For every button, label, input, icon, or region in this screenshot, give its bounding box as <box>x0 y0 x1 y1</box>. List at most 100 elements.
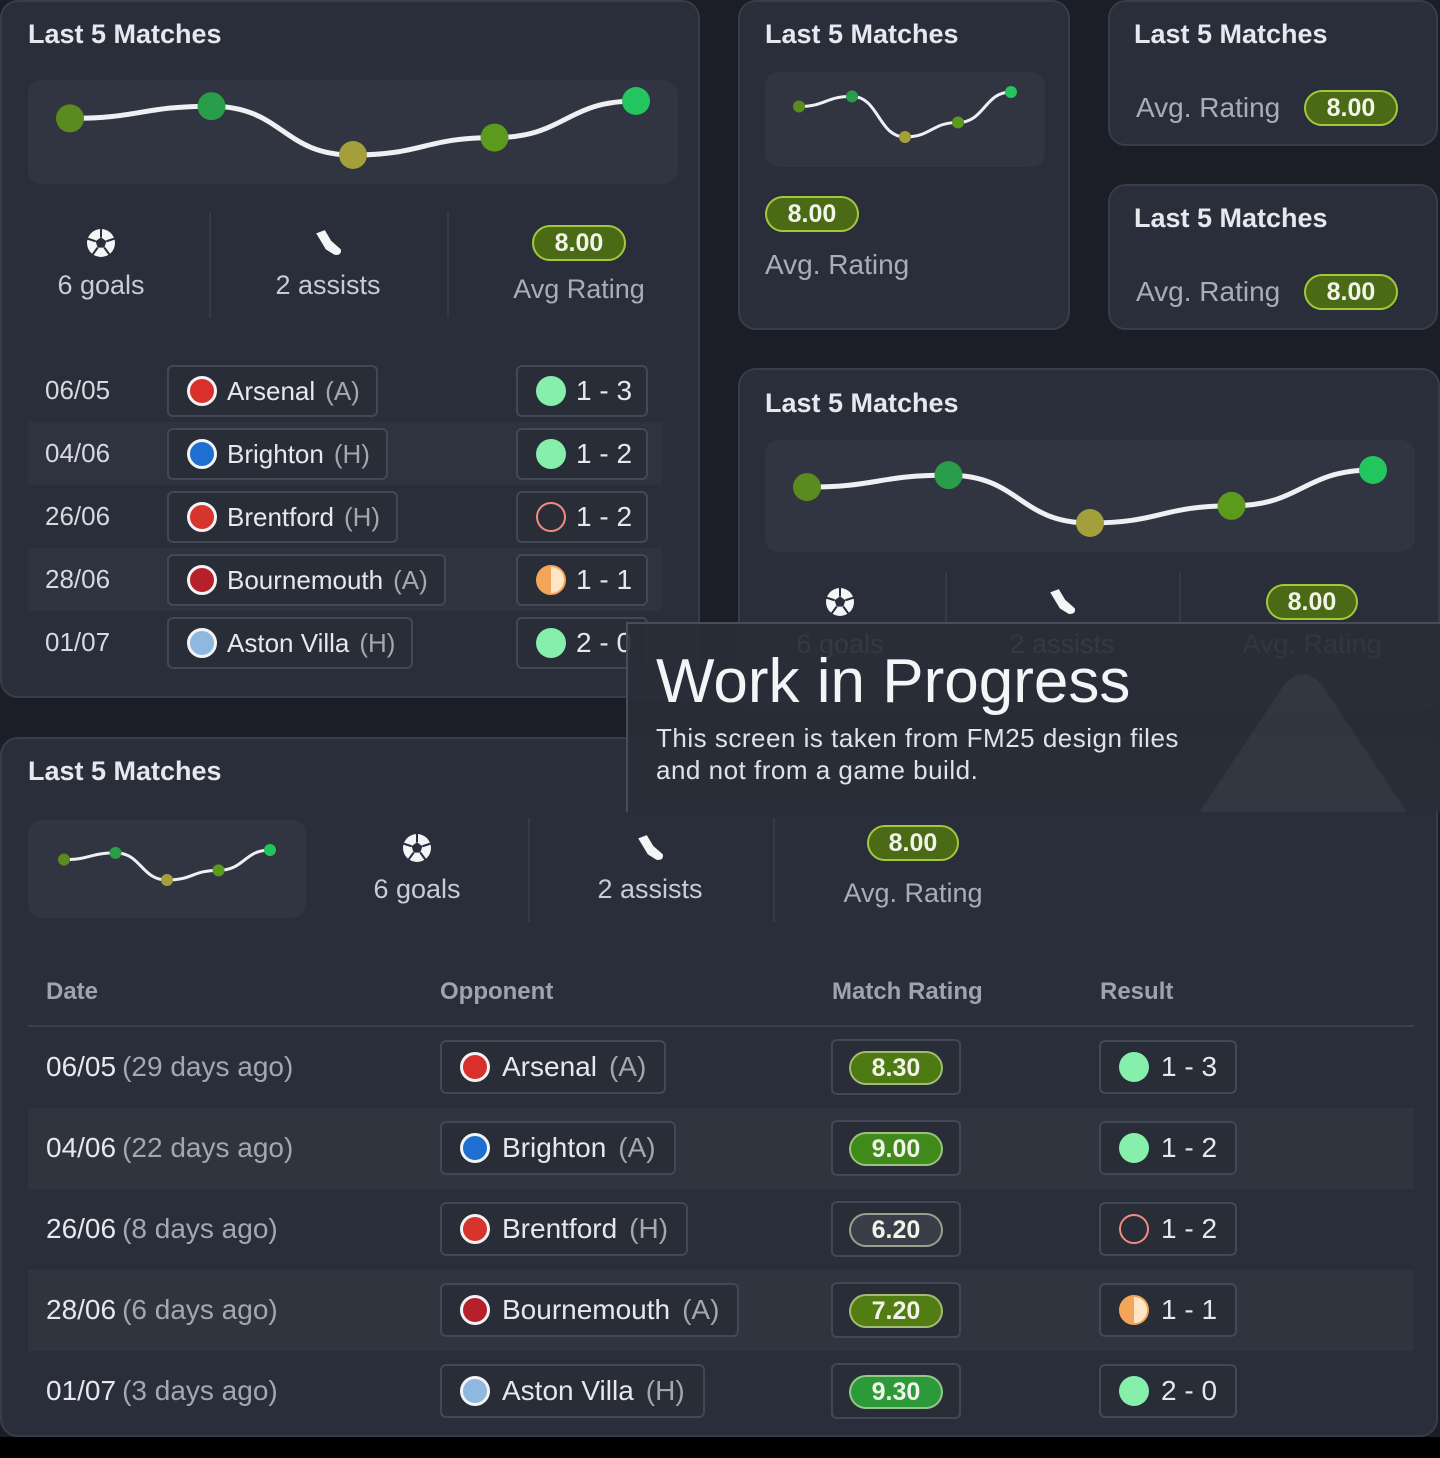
days-ago: (8 days ago) <box>122 1213 278 1244</box>
ball-patch <box>95 237 107 248</box>
sparkline-dot <box>212 864 225 877</box>
score: 1 - 1 <box>1161 1294 1218 1325</box>
sparkline-dot <box>264 844 276 856</box>
venue: (H) <box>343 501 381 532</box>
rating-pill: 8.00 <box>765 196 859 232</box>
sparkline-dot <box>1217 491 1246 520</box>
opponent-name: Arsenal <box>227 375 316 406</box>
sparkline-dot <box>793 473 821 502</box>
opponent-name: Bournemouth <box>502 1294 671 1325</box>
goals-stat: 6 goals <box>57 270 145 301</box>
avg-rating-label: Avg. Rating <box>1136 91 1281 123</box>
sparkline-box <box>28 820 306 918</box>
ball-seam <box>103 247 111 256</box>
sparkline-dot <box>846 90 858 103</box>
panel-title: Last 5 Matches <box>765 388 959 419</box>
ball-patch <box>411 842 423 853</box>
sparkline <box>56 87 650 169</box>
assists-stat: 2 assists <box>275 270 381 301</box>
ball-seam <box>825 596 835 602</box>
result-chip: 1 - 2 <box>516 491 648 543</box>
result-icon <box>1119 1295 1149 1325</box>
result-chip: 1 - 3 <box>516 365 648 417</box>
days-ago: (29 days ago) <box>122 1051 294 1082</box>
sparkline-line <box>797 90 1013 139</box>
sparkline-dot <box>622 87 650 115</box>
result-icon <box>536 376 566 406</box>
result-icon <box>536 565 566 595</box>
ball-seam <box>830 606 838 615</box>
result-chip: 1 - 3 <box>1099 1040 1238 1094</box>
assists-icon <box>1050 589 1075 614</box>
sparkline-dot <box>1005 86 1017 98</box>
panel-title: Last 5 Matches <box>28 19 222 50</box>
avg-rating-label: Avg. Rating <box>765 248 910 280</box>
score: 2 - 0 <box>1161 1375 1218 1406</box>
result-icon <box>1119 1133 1149 1163</box>
score: 1 - 2 <box>1161 1132 1218 1163</box>
ball-seam <box>845 596 855 602</box>
rating-pill: 8.00 <box>1304 274 1398 310</box>
date-cell: 28/06 (6 days ago) <box>46 1292 278 1328</box>
match-date: 28/06 <box>46 1294 117 1325</box>
result-icon <box>1119 1376 1149 1406</box>
date-cell: 01/07 (3 days ago) <box>46 1373 278 1409</box>
wip-notice: Work in Progress This screen is taken fro… <box>626 622 1440 812</box>
venue: (A) <box>608 1051 647 1082</box>
boot <box>316 230 341 255</box>
venue: (A) <box>682 1294 720 1325</box>
ball-seam <box>402 842 412 848</box>
sparkline-dot <box>1076 509 1104 537</box>
result-icon <box>1119 1214 1149 1244</box>
result-icon <box>536 502 566 532</box>
sparkline-dot <box>793 100 805 113</box>
divider <box>1179 572 1181 660</box>
divider <box>447 212 449 318</box>
rating-pill: 7.20 <box>849 1294 943 1328</box>
club-crest <box>187 439 217 469</box>
notice-title: Work in Progress <box>656 647 1131 716</box>
opponent-chip: Brentford (H) <box>440 1202 689 1256</box>
result-icon <box>536 628 566 658</box>
score: 1 - 2 <box>576 501 633 532</box>
rating-pill: 8.00 <box>1304 90 1398 126</box>
opponent-chip: Brentford (H) <box>167 491 399 543</box>
venue: (H) <box>333 438 370 469</box>
sparkline-dot <box>109 846 122 859</box>
ball-seam <box>407 852 415 861</box>
opponent-name: Brentford <box>227 501 334 532</box>
panel-title: Last 5 Matches <box>765 19 959 50</box>
sparkline-dot <box>480 123 509 152</box>
assists-icon <box>638 835 663 860</box>
opponent-chip: Bournemouth (A) <box>167 554 446 606</box>
club-crest <box>460 1052 490 1082</box>
ball-patch <box>834 596 846 607</box>
sparkline <box>793 86 1017 143</box>
match-date: 01/07 <box>46 1375 117 1406</box>
goals-icon <box>402 833 432 862</box>
match-date: 06/05 <box>45 375 111 406</box>
column-header: Match Rating <box>832 978 983 1006</box>
goals-icon <box>825 587 855 616</box>
score: 1 - 3 <box>576 375 633 406</box>
score: 1 - 1 <box>576 564 633 595</box>
ball-seam <box>422 842 432 848</box>
opponent-name: Aston Villa <box>502 1375 634 1406</box>
column-header: Date <box>46 978 99 1006</box>
panel-title: Last 5 Matches <box>28 756 222 787</box>
avg-rating-label: Avg. Rating <box>843 878 983 909</box>
days-ago: (3 days ago) <box>122 1375 278 1406</box>
chevron <box>1199 674 1407 812</box>
venue: (A) <box>618 1132 656 1163</box>
opponent-name: Aston Villa <box>227 627 350 658</box>
match-date: 26/06 <box>45 501 111 532</box>
match-date: 26/06 <box>46 1213 117 1244</box>
score: 1 - 2 <box>1161 1213 1218 1244</box>
header-rule <box>28 1025 1414 1027</box>
ball-seam <box>86 237 96 243</box>
rating-pill: 9.30 <box>849 1375 943 1409</box>
result-chip: 1 - 2 <box>1099 1121 1238 1175</box>
column-header: Opponent <box>440 978 554 1006</box>
sparkline-dot <box>58 853 70 866</box>
